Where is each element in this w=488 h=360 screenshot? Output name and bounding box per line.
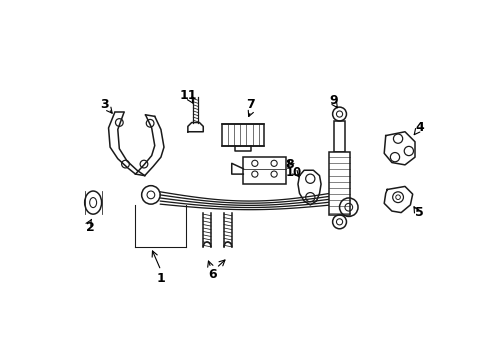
Text: 7: 7 [246, 98, 255, 111]
Text: 11: 11 [179, 89, 196, 102]
Text: 6: 6 [208, 268, 216, 281]
Text: 5: 5 [414, 206, 423, 219]
FancyBboxPatch shape [328, 152, 349, 215]
Text: 8: 8 [285, 158, 293, 171]
Text: 1: 1 [156, 271, 165, 284]
Text: 9: 9 [328, 94, 337, 107]
FancyBboxPatch shape [243, 157, 285, 184]
Text: 4: 4 [414, 121, 423, 134]
Text: 3: 3 [100, 98, 109, 111]
FancyBboxPatch shape [333, 121, 344, 152]
Text: 2: 2 [85, 221, 94, 234]
FancyBboxPatch shape [221, 124, 264, 145]
Text: 10: 10 [285, 166, 301, 179]
